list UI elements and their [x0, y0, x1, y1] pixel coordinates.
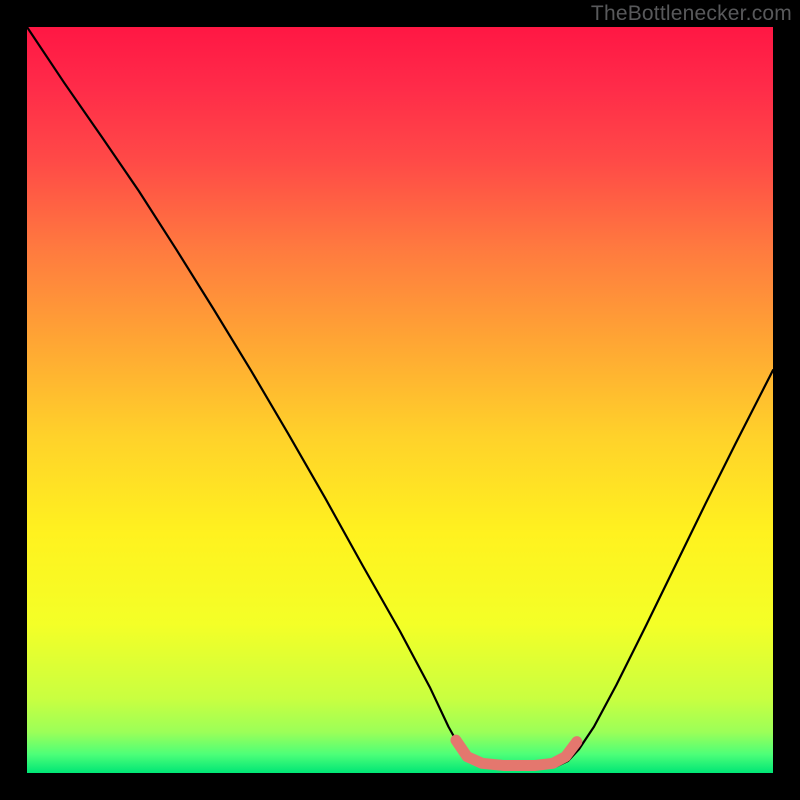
curve-layer [27, 27, 773, 773]
optimal-range-marker [456, 740, 577, 765]
figure-root: TheBottlenecker.com [0, 0, 800, 800]
plot-area [27, 27, 773, 773]
bottleneck-curve [27, 27, 773, 769]
watermark-text: TheBottlenecker.com [591, 2, 792, 26]
